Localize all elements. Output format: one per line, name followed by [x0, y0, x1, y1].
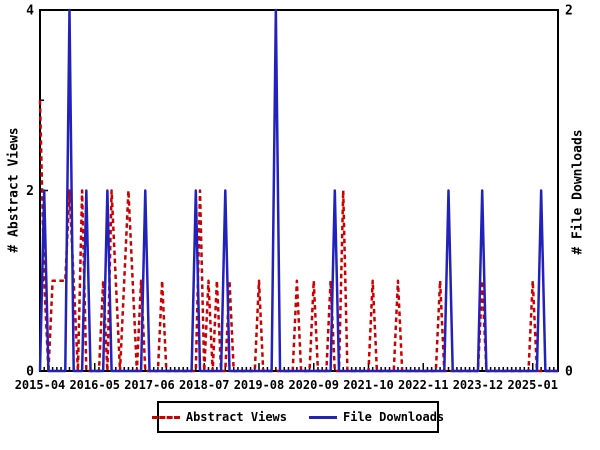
y-left-tick-label: 0 [26, 365, 34, 380]
chart-legend: Abstract Views File Downloads [151, 401, 444, 433]
legend-label-file-downloads: File Downloads [343, 410, 445, 424]
series-line-file-downloads [38, 8, 558, 373]
y-right-tick-label: 0 [565, 365, 573, 380]
x-tick-label: 2019-08 [234, 378, 285, 392]
y-left-tick-label: 2 [26, 184, 34, 199]
abstract-views-line-swatch [151, 415, 180, 419]
x-tick-label: 2021-10 [343, 378, 394, 392]
y-right-tick-label: 2 [565, 4, 573, 19]
x-tick-label: 2017-06 [124, 378, 175, 392]
left-axis-title: # Abstract Views [6, 127, 22, 253]
file-downloads-line-swatch [309, 415, 337, 419]
x-tick-label: 2023-12 [453, 378, 504, 392]
x-tick-label: 2018-07 [179, 378, 230, 392]
x-tick-label: 2020-09 [288, 378, 339, 392]
right-axis-title: # File Downloads [570, 129, 586, 255]
legend-label-abstract-views: Abstract Views [185, 410, 287, 424]
x-tick-label: 2025-01 [507, 378, 558, 392]
x-tick-label: 2015-04 [15, 378, 66, 392]
x-tick-label: 2016-05 [69, 378, 120, 392]
x-tick-label: 2022-11 [398, 378, 449, 392]
y-left-tick-label: 4 [26, 4, 34, 19]
series-line-abstract-views [38, 100, 558, 373]
